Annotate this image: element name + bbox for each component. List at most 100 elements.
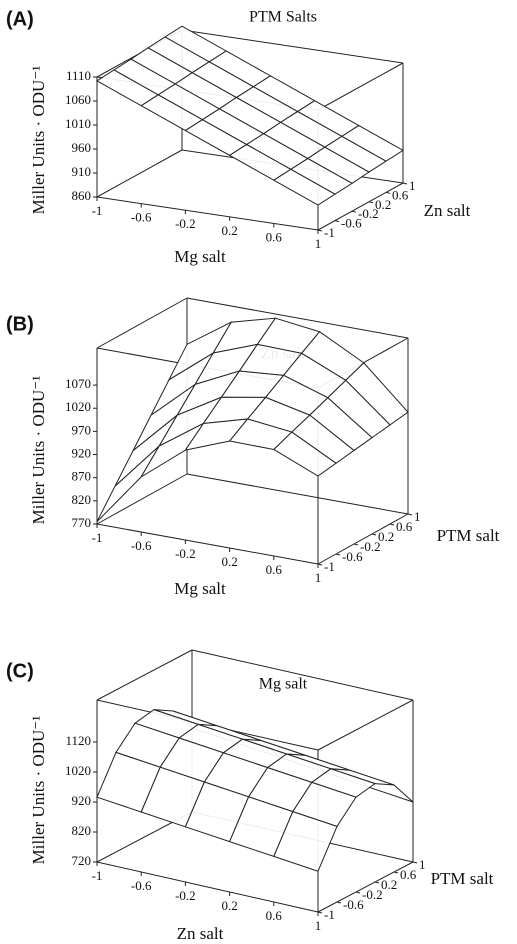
- box-edge: [96, 149, 183, 198]
- x-tick-label: -0.2: [175, 888, 196, 903]
- x-tick-label: -1: [92, 203, 103, 218]
- x-tick-label: 1: [315, 236, 322, 251]
- y-tick: [374, 881, 380, 884]
- box-edge: [317, 62, 404, 111]
- z-axis-label: Miller Units · ODU⁻¹: [29, 716, 48, 865]
- y-tick-label: -0.2: [358, 206, 379, 221]
- z-tick-label: 860: [72, 188, 92, 203]
- x-axis-label: Zn salt: [177, 924, 224, 943]
- box-edge: [317, 699, 414, 751]
- y-tick-label: 1: [414, 509, 421, 524]
- x-tick-label: 0.2: [221, 223, 237, 238]
- z-tick-label: 820: [72, 823, 92, 838]
- x-tick-label: -0.6: [131, 210, 152, 225]
- y-tick-label: -0.6: [342, 549, 363, 564]
- z-tick-label: 820: [72, 492, 92, 507]
- x-axis-label: Mg salt: [174, 579, 226, 598]
- x-tick-label: -1: [92, 530, 103, 545]
- panel-label: (A): [6, 8, 34, 30]
- x-tick-label: 1: [315, 570, 322, 585]
- y-tick-label: -0.2: [360, 539, 381, 554]
- y-tick-label: -1: [324, 225, 335, 240]
- y-tick-label: 0.6: [400, 867, 417, 882]
- x-tick-label: 0.2: [221, 554, 237, 569]
- z-tick-label: 1120: [65, 733, 91, 748]
- y-axis-label: Zn salt: [424, 201, 471, 220]
- y-tick: [334, 220, 340, 223]
- y-axis-label: PTM salt: [437, 526, 500, 545]
- y-tick: [317, 563, 323, 566]
- x-tick-label: 0.6: [266, 908, 283, 923]
- z-tick-label: 1020: [65, 763, 91, 778]
- surface-patch: [273, 810, 338, 872]
- z-tick-label: 970: [72, 422, 92, 437]
- y-tick-label: 1: [409, 178, 416, 193]
- y-tick-label: 0.6: [396, 519, 413, 534]
- box-edge: [96, 297, 188, 349]
- y-tick-label: 0.6: [392, 187, 409, 202]
- z-tick-label: 1070: [65, 376, 91, 391]
- z-tick-label: 870: [72, 469, 92, 484]
- surface-patch: [272, 168, 336, 206]
- z-tick-label: 770: [72, 515, 92, 530]
- box-edge: [96, 861, 319, 913]
- y-tick-label: -1: [324, 559, 335, 574]
- x-tick-label: -1: [92, 868, 103, 883]
- panel-label: (B): [6, 313, 34, 335]
- z-tick-label: 920: [72, 793, 92, 808]
- y-tick-label: 0.2: [375, 197, 391, 212]
- y-tick: [351, 210, 357, 213]
- x-tick-label: -0.2: [175, 216, 196, 231]
- surface-patch: [96, 445, 160, 523]
- x-tick-label: 0.6: [266, 229, 283, 244]
- y-tick: [389, 523, 395, 526]
- y-tick-label: -0.2: [362, 887, 383, 902]
- chart-title: Mg salt: [259, 676, 308, 693]
- z-tick-label: 910: [72, 164, 92, 179]
- y-tick: [385, 191, 391, 194]
- x-tick-label: 0.6: [266, 562, 283, 577]
- y-axis-label: PTM salt: [431, 869, 494, 888]
- box-edge: [96, 649, 193, 701]
- y-tick-label: 0.2: [381, 877, 397, 892]
- chart-title: PTM Salts: [249, 9, 317, 26]
- y-tick: [371, 533, 377, 536]
- y-tick-label: -1: [324, 907, 335, 922]
- x-tick-label: -0.2: [175, 546, 196, 561]
- y-tick: [393, 871, 399, 874]
- z-tick-label: 1010: [65, 116, 91, 131]
- y-tick: [412, 861, 418, 864]
- box-edge: [96, 196, 319, 231]
- z-tick-label: 920: [72, 446, 92, 461]
- box-edge: [186, 297, 409, 339]
- panel-label: (C): [6, 660, 34, 682]
- y-tick: [317, 911, 323, 914]
- z-tick-label: 1060: [65, 92, 91, 107]
- y-tick: [353, 543, 359, 546]
- y-tick: [407, 513, 413, 516]
- box-edge: [317, 182, 404, 231]
- y-tick: [317, 229, 323, 232]
- x-tick-label: 1: [315, 918, 322, 933]
- y-tick: [355, 891, 361, 894]
- x-tick-label: -0.6: [131, 538, 152, 553]
- box-edge: [96, 473, 188, 525]
- z-axis-label: Miller Units · ODU⁻¹: [29, 376, 48, 525]
- y-tick: [335, 553, 341, 556]
- box-edge: [317, 513, 409, 565]
- box-edge: [186, 473, 409, 515]
- y-tick-label: -0.6: [343, 897, 364, 912]
- box-edge: [317, 861, 414, 913]
- x-tick-label: -0.6: [131, 878, 152, 893]
- z-tick-label: 1110: [66, 68, 91, 83]
- box-edge: [191, 649, 414, 701]
- y-tick: [368, 201, 374, 204]
- x-tick-label: 0.2: [221, 898, 237, 913]
- z-tick-label: 1020: [65, 399, 91, 414]
- z-tick-label: 960: [72, 140, 92, 155]
- y-tick-label: -0.6: [341, 216, 362, 231]
- x-axis-label: Mg salt: [174, 247, 226, 266]
- y-tick: [402, 182, 408, 185]
- y-tick-label: 0.2: [378, 529, 394, 544]
